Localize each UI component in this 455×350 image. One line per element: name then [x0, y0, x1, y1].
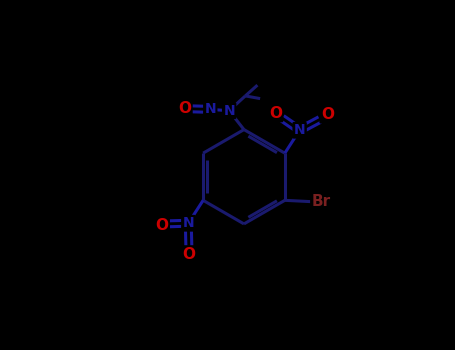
Text: O: O — [178, 100, 191, 116]
Text: N: N — [204, 102, 216, 116]
Text: O: O — [321, 107, 334, 122]
Text: N: N — [294, 123, 305, 137]
Text: O: O — [269, 106, 282, 121]
Text: Br: Br — [312, 194, 331, 209]
Text: N: N — [182, 216, 194, 230]
Text: O: O — [156, 218, 168, 233]
Text: N: N — [223, 104, 235, 118]
Text: O: O — [182, 247, 196, 262]
